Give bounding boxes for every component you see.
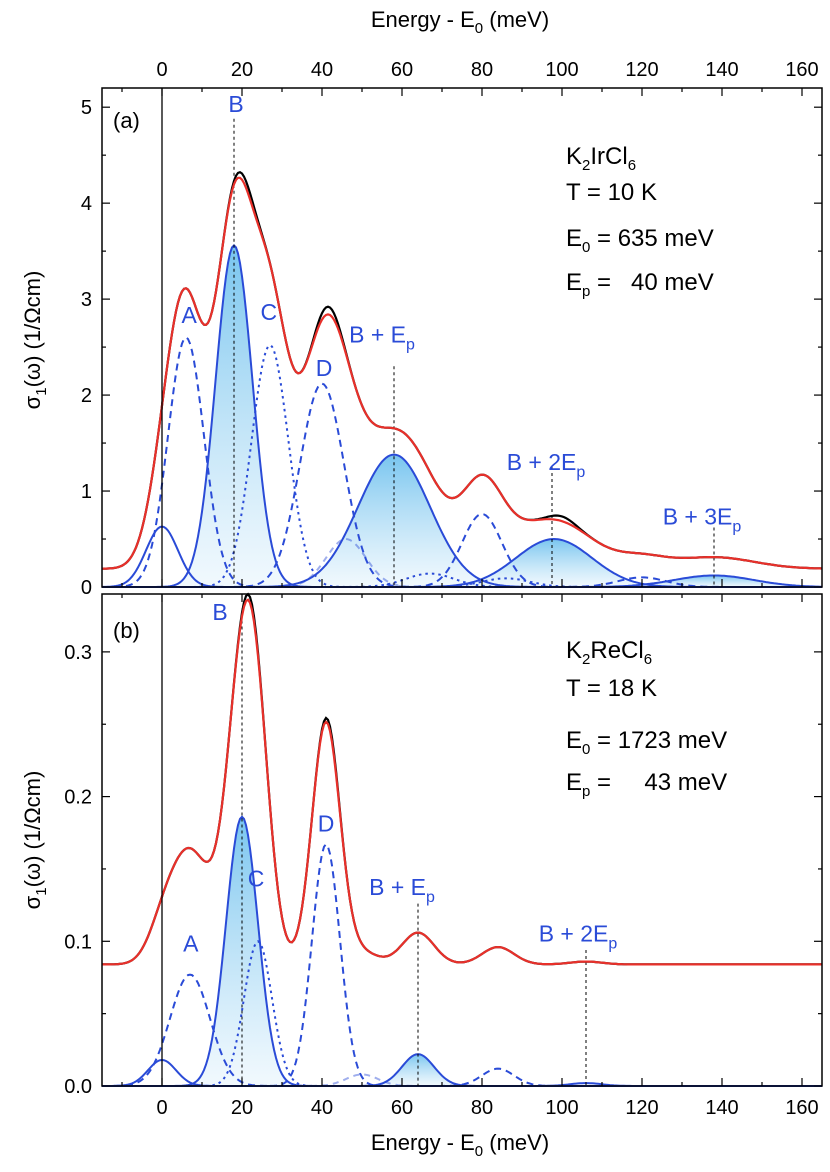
peak-label-2: C bbox=[260, 299, 277, 325]
panel-b-e0: E0 = 1723 meV bbox=[566, 727, 727, 758]
peak-label-5: B + 2Ep bbox=[539, 920, 618, 952]
x-tick-label: 140 bbox=[705, 1097, 738, 1119]
x-tick-label: 160 bbox=[785, 59, 818, 81]
bottom-axis-title: Energy - E0 (meV) bbox=[371, 1130, 549, 1160]
fit-line bbox=[102, 176, 823, 570]
x-tick-label: 20 bbox=[231, 1097, 253, 1119]
x-tick-label: 140 bbox=[705, 59, 738, 81]
peak-label-4: B + Ep bbox=[369, 874, 435, 906]
x-tick-label: 40 bbox=[311, 1097, 333, 1119]
panel-a-letter: (a) bbox=[113, 108, 140, 133]
peak-label-4: B + Ep bbox=[349, 321, 415, 353]
peak-label-5: B + 2Ep bbox=[507, 449, 586, 481]
peak-curve-a bbox=[102, 336, 822, 588]
peak-fill-b bbox=[102, 245, 822, 587]
peak-label-3: D bbox=[318, 810, 335, 836]
peak-label-6: B + 3Ep bbox=[663, 504, 742, 536]
panel-a-formula: K2IrCl6 bbox=[566, 143, 636, 174]
plot-frame bbox=[101, 593, 823, 1087]
panel-b-letter: (b) bbox=[113, 618, 140, 643]
peak-label-1: A bbox=[183, 930, 199, 956]
peak-curve-b bbox=[102, 815, 822, 1087]
panel-b-formula: K2ReCl6 bbox=[566, 637, 652, 668]
peak-label-1: A bbox=[182, 302, 198, 328]
peak-label-0: B bbox=[228, 91, 243, 117]
y-tick-label: 0.3 bbox=[64, 642, 92, 664]
x-tick-label: 60 bbox=[391, 59, 413, 81]
x-tick-label: 160 bbox=[785, 1097, 818, 1119]
x-tick-label: 80 bbox=[471, 59, 493, 81]
y-axis-title-a: σ1(ω) (1/Ωcm) bbox=[20, 271, 50, 410]
x-tick-label: 120 bbox=[625, 1097, 658, 1119]
x-tick-label: 80 bbox=[471, 1097, 493, 1119]
peak-label-0: B bbox=[212, 599, 227, 625]
top-axis-title: Energy - E0 (meV) bbox=[371, 7, 549, 37]
y-tick-label: 5 bbox=[81, 97, 92, 119]
x-tick-label: 100 bbox=[545, 59, 578, 81]
y-tick-label: 4 bbox=[81, 193, 92, 215]
y-tick-label: 0.0 bbox=[64, 1076, 92, 1098]
peak-fill-b bbox=[102, 816, 822, 1086]
panel-b-info: K2ReCl6 T = 18 K E0 = 1723 meV Ep = 43 m… bbox=[566, 637, 727, 800]
panel-b-temperature: T = 18 K bbox=[566, 675, 657, 702]
peak-label-2: C bbox=[248, 865, 265, 891]
x-tick-label: 120 bbox=[625, 59, 658, 81]
x-tick-label: 20 bbox=[231, 59, 253, 81]
y-tick-label: 3 bbox=[81, 289, 92, 311]
panel-a-info: K2IrCl6 T = 10 K E0 = 635 meV Ep = 40 me… bbox=[566, 143, 714, 300]
y-tick-label: 0.2 bbox=[64, 787, 92, 809]
x-tick-label: 60 bbox=[391, 1097, 413, 1119]
panel-a-temperature: T = 10 K bbox=[566, 179, 657, 206]
y-tick-label: 1 bbox=[81, 481, 92, 503]
plot-frame bbox=[101, 87, 823, 588]
x-tick-label: 100 bbox=[545, 1097, 578, 1119]
panel-a-ep: Ep = 40 meV bbox=[566, 269, 714, 300]
x-tick-label: 0 bbox=[156, 59, 167, 81]
peak-fill-b3ep bbox=[102, 575, 822, 587]
x-tick-label: 40 bbox=[311, 59, 333, 81]
peak-label-3: D bbox=[316, 355, 333, 381]
panel-a: 0 20 40 60 80 100 120 140 160 0 1 2 3 4 5 B A C D B + Ep B … bbox=[81, 59, 823, 599]
panel-b: 0 20 40 60 80 100 120 140 160 0.0 0.1 0.2 0.3 B A C D B … bbox=[64, 592, 823, 1119]
y-tick-label: 0 bbox=[81, 577, 92, 599]
x-tick-label: 0 bbox=[156, 1097, 167, 1119]
y-tick-label: 0.1 bbox=[64, 931, 92, 953]
panel-a-e0: E0 = 635 meV bbox=[566, 225, 714, 256]
y-tick-label: 2 bbox=[81, 385, 92, 407]
y-axis-title-b: σ1(ω) (1/Ωcm) bbox=[20, 771, 50, 910]
fit-line bbox=[102, 598, 822, 966]
panel-b-ep: Ep = 43 meV bbox=[566, 769, 727, 800]
